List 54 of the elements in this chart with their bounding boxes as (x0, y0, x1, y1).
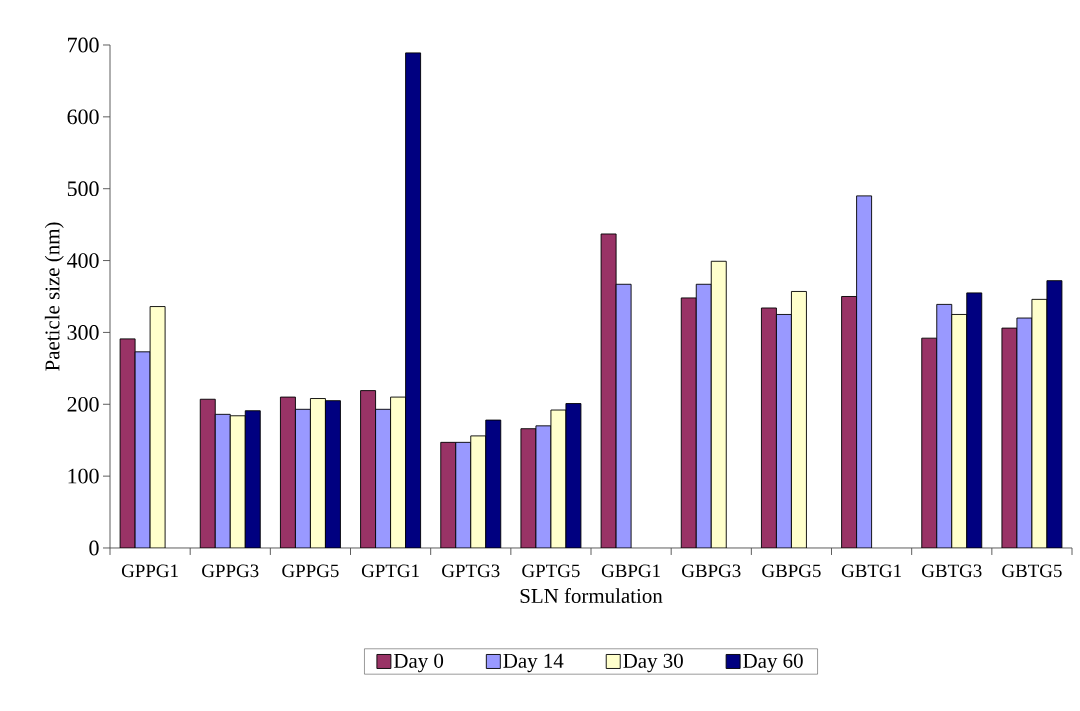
x-tick-label: GBTG5 (1002, 564, 1062, 578)
x-tick-label: GBTG3 (922, 564, 982, 578)
bar (775, 314, 792, 548)
bar (485, 419, 502, 548)
bar (294, 408, 311, 548)
legend-label: Day 60 (743, 653, 803, 673)
bar (966, 292, 983, 548)
bar (324, 400, 341, 548)
bar (390, 396, 407, 548)
legend-label: Day 0 (393, 653, 444, 673)
bar (710, 260, 727, 548)
y-tick-label: 700 (68, 37, 99, 53)
bar (360, 390, 377, 548)
x-tick-label: GBPG5 (762, 564, 821, 578)
y-axis-title: Paeticle size (nm) (44, 222, 64, 371)
x-tick-label: GBPG3 (682, 564, 741, 578)
bar (790, 291, 807, 548)
y-tick-label: 200 (67, 396, 99, 412)
bar (214, 413, 231, 548)
x-tick-label: GPPG3 (202, 564, 259, 578)
bar (375, 408, 392, 548)
x-tick-label: GPPG5 (282, 564, 339, 578)
y-tick-label: 600 (67, 109, 99, 125)
x-tick-label: GPPG1 (121, 564, 178, 578)
x-tick-label: GPTG5 (522, 564, 580, 578)
bar (856, 195, 873, 548)
bar (951, 314, 968, 548)
x-tick-label: GPTG1 (361, 564, 419, 578)
x-tick-label: GBTG1 (841, 564, 901, 578)
bar (695, 283, 712, 548)
bar (199, 398, 216, 548)
bar (440, 441, 457, 548)
bar (244, 410, 261, 548)
x-axis-title: SLN formulation (520, 588, 663, 603)
bar (760, 307, 777, 548)
bar (921, 337, 938, 548)
bar (936, 303, 953, 548)
bar (279, 396, 296, 548)
legend-label: Day 14 (503, 653, 564, 673)
x-tick-label: GBPG1 (601, 564, 660, 578)
y-tick-label: 0 (89, 540, 99, 556)
bar (470, 435, 487, 548)
bar (405, 52, 422, 548)
bar (309, 398, 326, 548)
y-tick-label: 400 (67, 253, 99, 268)
y-tick-label: 300 (67, 325, 99, 340)
x-tick-label: GPTG3 (442, 564, 500, 578)
bar (680, 297, 697, 548)
bar (841, 296, 858, 548)
y-tick-label: 100 (68, 468, 99, 484)
y-tick-label: 500 (67, 181, 99, 197)
bar (455, 441, 472, 548)
bar (229, 415, 246, 548)
legend-label: Day 30 (623, 653, 683, 673)
